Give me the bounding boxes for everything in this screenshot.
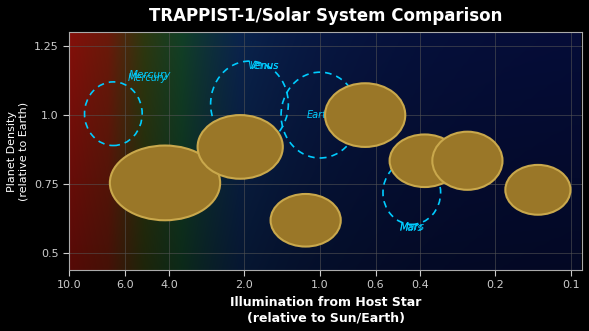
X-axis label: Illumination from Host Star
(relative to Sun/Earth): Illumination from Host Star (relative to… [230, 296, 421, 324]
Text: f: f [422, 154, 427, 167]
Text: d: d [302, 214, 310, 227]
Text: d: d [302, 214, 310, 227]
Text: f: f [422, 154, 427, 167]
Text: b: b [161, 176, 169, 189]
Text: h: h [534, 183, 542, 196]
Text: e: e [361, 109, 369, 121]
Text: c: c [237, 140, 244, 153]
Text: Earth: Earth [307, 110, 333, 120]
Y-axis label: Planet Density
(relative to Earth): Planet Density (relative to Earth) [7, 102, 28, 201]
Text: e: e [361, 109, 369, 121]
Title: TRAPPIST-1/Solar System Comparison: TRAPPIST-1/Solar System Comparison [149, 7, 502, 25]
Text: Venus: Venus [250, 61, 279, 71]
Text: g: g [463, 154, 472, 167]
Text: Venus: Venus [247, 61, 279, 71]
Text: h: h [534, 183, 542, 196]
Text: Mercury: Mercury [127, 73, 167, 83]
Text: g: g [463, 154, 472, 167]
Text: Mars: Mars [399, 222, 424, 232]
Text: c: c [237, 140, 244, 153]
Text: Earth: Earth [324, 110, 352, 120]
Text: Mars: Mars [400, 223, 423, 233]
Text: b: b [161, 176, 169, 189]
Text: Mercury: Mercury [128, 71, 171, 80]
